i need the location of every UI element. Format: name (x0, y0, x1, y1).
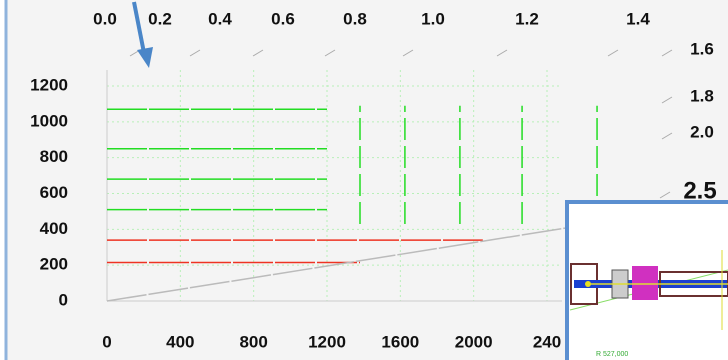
x-tick-label: 1600 (381, 332, 419, 351)
secondary-scale-label: 1.6 (690, 39, 714, 58)
y-tick-label: 1200 (30, 75, 68, 94)
x-tick-label: 800 (239, 332, 267, 351)
y-tick-label: 800 (40, 147, 68, 166)
x-tick-label: 240 (533, 332, 561, 351)
secondary-scale-label: 1.2 (515, 9, 539, 28)
secondary-scale-label: 2.0 (690, 122, 714, 141)
chart: 0 200 400 600 800 1000 1200 0 400 800 1200 1600 2000… (0, 0, 728, 360)
inset-label: R 527,000 (596, 351, 628, 358)
secondary-scale-label: 1.4 (626, 9, 650, 28)
y-tick-label: 0 (59, 290, 68, 309)
x-tick-label: 0 (102, 332, 111, 351)
secondary-scale-label: 1.8 (690, 86, 714, 105)
secondary-scale-label: 0.4 (208, 9, 232, 28)
inset: R 527,000 (567, 202, 728, 360)
x-tick-label: 400 (166, 332, 194, 351)
y-tick-label: 1000 (30, 111, 68, 130)
y-tick-label: 600 (40, 183, 68, 202)
x-tick-label: 2000 (455, 332, 493, 351)
secondary-scale-label: 0.0 (93, 9, 117, 28)
secondary-scale-label: 0.8 (343, 9, 367, 28)
inset-node (585, 281, 591, 287)
secondary-scale-label: 0.2 (148, 9, 172, 28)
y-tick-label: 200 (40, 255, 68, 274)
secondary-scale-label: 1.0 (421, 9, 445, 28)
inset-part (632, 266, 658, 300)
y-tick-label: 400 (40, 219, 68, 238)
secondary-scale-label: 0.6 (271, 9, 295, 28)
x-tick-label: 1200 (308, 332, 346, 351)
